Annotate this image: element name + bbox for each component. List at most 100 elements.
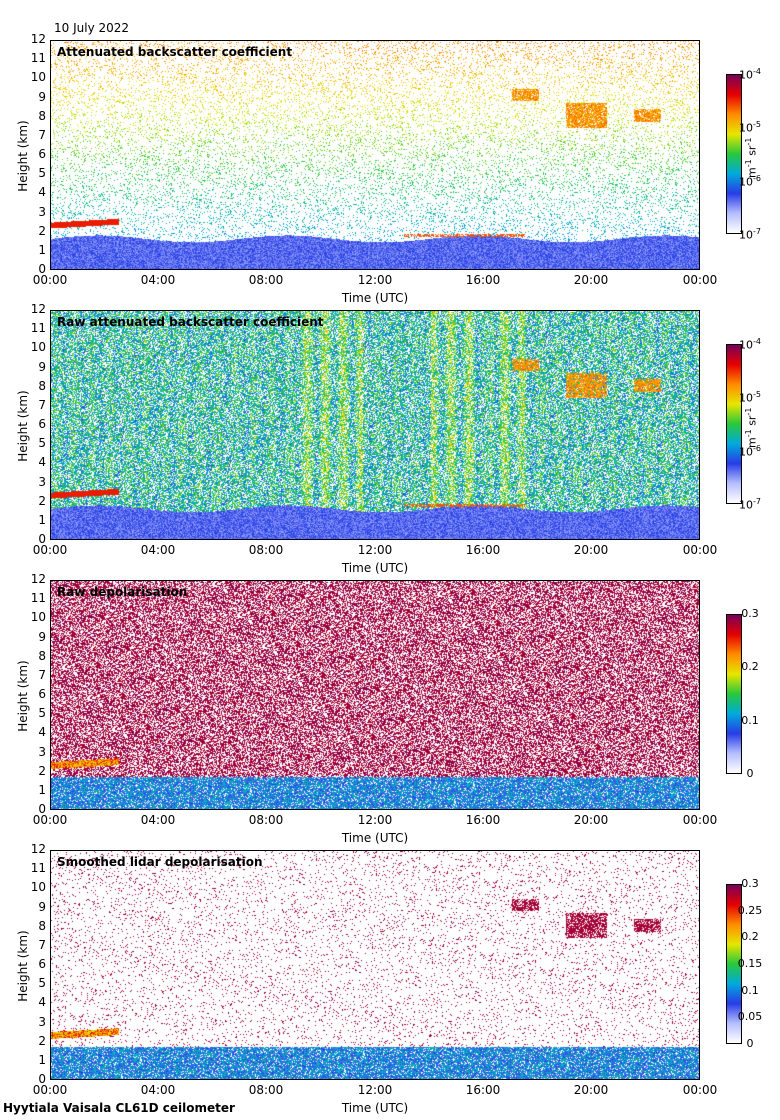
panel-title: Raw attenuated backscatter coefficient [57, 315, 324, 329]
y-tick-label: 10 [30, 70, 46, 85]
x-axis-label: Time (UTC) [341, 1101, 409, 1115]
colorbar-tick-label: 10-7 [739, 227, 761, 242]
y-tick-label: 2 [38, 493, 46, 508]
y-tick-label: 5 [38, 976, 46, 991]
heatmap-plot-area: Raw attenuated backscatter coefficient [50, 310, 700, 540]
x-axis-label: Time (UTC) [341, 561, 409, 575]
x-tick-label: 20:00 [573, 813, 609, 827]
y-tick-label: 9 [38, 899, 46, 914]
x-tick-label: 16:00 [465, 1083, 501, 1097]
y-tick-label: 7 [38, 397, 46, 412]
heatmap-image [51, 581, 699, 809]
y-tick-label: 4 [38, 995, 46, 1010]
y-tick-label: 4 [38, 185, 46, 200]
colorbar [726, 614, 742, 774]
y-tick-label: 11 [30, 861, 46, 876]
heatmap-image [51, 311, 699, 539]
x-axis-label: Time (UTC) [341, 831, 409, 845]
colorbar-tick-label: 10-4 [739, 337, 761, 352]
chart-panel-3: Raw depolarisation 0 1 2 3 4 5 6 7 8 9 10 11 12 00:00 0… [0, 572, 780, 850]
chart-panel-2: Raw attenuated backscatter coefficient 0 1… [0, 302, 780, 580]
colorbar-tick-label: 0 [746, 767, 754, 780]
y-tick-label: 3 [38, 1014, 46, 1029]
y-tick-label: 2 [38, 223, 46, 238]
x-tick-label: 08:00 [248, 813, 284, 827]
colorbar-tick-label: 0.3 [741, 607, 759, 620]
y-tick-label: 9 [38, 89, 46, 104]
y-tick-label: 6 [38, 147, 46, 161]
x-axis-label: Time (UTC) [341, 291, 409, 305]
y-tick-label: 1 [38, 782, 46, 797]
panel-title: Attenuated backscatter coefficient [57, 45, 293, 59]
x-tick-label: 04:00 [140, 1083, 176, 1097]
colorbar [726, 74, 742, 234]
colorbar-tick-label: 10-7 [739, 497, 761, 512]
y-tick-label: 0 [38, 262, 46, 276]
y-tick-label: 11 [30, 321, 46, 336]
x-tick-label: 00:00 [682, 273, 718, 287]
y-tick-label: 6 [38, 417, 46, 431]
y-tick-label: 6 [38, 957, 46, 971]
x-tick-label: 00:00 [682, 1083, 718, 1097]
colorbar-tick-label: 0.2 [741, 930, 759, 944]
colorbar [726, 884, 742, 1044]
y-tick-label: 0 [38, 1072, 46, 1086]
x-tick-label: 04:00 [140, 273, 176, 287]
footer-label: Hyytiala Vaisala CL61D ceilometer [3, 1101, 235, 1115]
x-tick-label: 04:00 [140, 813, 176, 827]
panel-title: Raw depolarisation [57, 585, 188, 599]
y-axis-label: Height (km) [16, 660, 30, 732]
y-tick-label: 0 [38, 532, 46, 546]
x-tick-label: 12:00 [357, 813, 393, 827]
x-tick-label: 00:00 [682, 543, 718, 557]
date-label: 10 July 2022 [54, 21, 130, 35]
heatmap-plot-area: Attenuated backscatter coefficient [50, 40, 700, 270]
x-tick-label: 00:00 [32, 1083, 68, 1097]
colorbar [726, 344, 742, 504]
y-tick-label: 2 [38, 1033, 46, 1048]
y-tick-label: 8 [38, 918, 46, 933]
x-tick-label: 08:00 [248, 273, 284, 287]
x-tick-label: 20:00 [573, 1083, 609, 1097]
heatmap-image [51, 41, 699, 269]
y-tick-label: 9 [38, 359, 46, 374]
y-tick-label: 0 [38, 802, 46, 816]
colorbar-tick-label: 0.25 [737, 903, 763, 917]
y-tick-label: 12 [30, 842, 46, 856]
chart-panel-1: Attenuated backscatter coefficient 0 1 2 3 4 5… [0, 32, 780, 310]
x-tick-label: 08:00 [248, 1083, 284, 1097]
x-tick-label: 12:00 [357, 1083, 393, 1097]
y-tick-label: 10 [30, 340, 46, 355]
x-tick-label: 00:00 [32, 273, 68, 287]
y-tick-label: 12 [30, 302, 46, 316]
y-tick-label: 11 [30, 51, 46, 66]
panel-title: Smoothed lidar depolarisation [57, 855, 263, 869]
x-tick-label: 20:00 [573, 543, 609, 557]
y-tick-label: 8 [38, 108, 46, 123]
y-tick-label: 7 [38, 937, 46, 952]
y-tick-label: 8 [38, 648, 46, 663]
x-tick-label: 16:00 [465, 543, 501, 557]
y-tick-label: 3 [38, 204, 46, 219]
colorbar-tick-label: 0.2 [741, 660, 759, 674]
colorbar-unit-label: m-1 sr-1 [744, 137, 759, 178]
y-tick-label: 5 [38, 706, 46, 721]
y-tick-label: 1 [38, 1052, 46, 1067]
y-tick-label: 1 [38, 242, 46, 257]
y-tick-label: 6 [38, 687, 46, 701]
colorbar-unit-label: m-1 sr-1 [744, 407, 759, 448]
heatmap-plot-area: Raw depolarisation [50, 580, 700, 810]
y-tick-label: 7 [38, 667, 46, 682]
colorbar-tick-label: 0 [746, 1037, 754, 1050]
y-tick-label: 5 [38, 166, 46, 181]
y-tick-label: 3 [38, 474, 46, 489]
y-tick-label: 12 [30, 572, 46, 586]
y-tick-label: 1 [38, 512, 46, 527]
x-tick-label: 04:00 [140, 543, 176, 557]
chart-panel-4: Smoothed lidar depolarisation 0 1 2 3 4 5 6 7 8 9 1… [0, 842, 780, 1120]
colorbar-tick-label: 10-5 [739, 120, 761, 135]
y-tick-label: 11 [30, 591, 46, 606]
y-axis-label: Height (km) [16, 930, 30, 1002]
x-tick-label: 00:00 [32, 813, 68, 827]
colorbar-tick-label: 0.1 [741, 713, 759, 727]
